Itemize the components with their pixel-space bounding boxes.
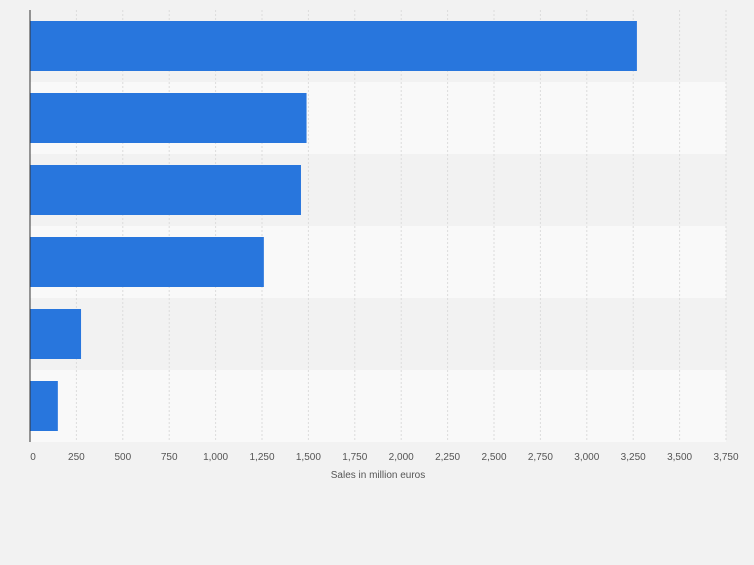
- x-axis-title: Sales in million euros: [331, 470, 426, 481]
- x-tick-label: 1,500: [296, 452, 321, 463]
- bar[interactable]: [30, 21, 637, 71]
- x-tick-label: 3,500: [667, 452, 692, 463]
- x-tick-label: 250: [68, 452, 85, 463]
- bar[interactable]: [30, 165, 301, 215]
- x-tick-label: 0: [30, 452, 36, 463]
- x-tick-label: 2,000: [389, 452, 414, 463]
- bar[interactable]: [30, 381, 58, 431]
- bar[interactable]: [30, 237, 264, 287]
- bar[interactable]: [30, 93, 307, 143]
- x-tick-label: 3,000: [574, 452, 599, 463]
- x-tick-label: 1,250: [249, 452, 274, 463]
- x-tick-label: 1,750: [342, 452, 367, 463]
- row-band: [30, 298, 726, 370]
- x-tick-label: 500: [114, 452, 131, 463]
- x-tick-label: 2,500: [481, 452, 506, 463]
- x-tick-label: 3,250: [621, 452, 646, 463]
- x-tick-label: 750: [161, 452, 178, 463]
- row-band: [30, 370, 726, 442]
- x-tick-label: 3,750: [713, 452, 738, 463]
- x-tick-label: 2,750: [528, 452, 553, 463]
- x-tick-label: 1,000: [203, 452, 228, 463]
- bar[interactable]: [30, 309, 82, 359]
- x-tick-label: 2,250: [435, 452, 460, 463]
